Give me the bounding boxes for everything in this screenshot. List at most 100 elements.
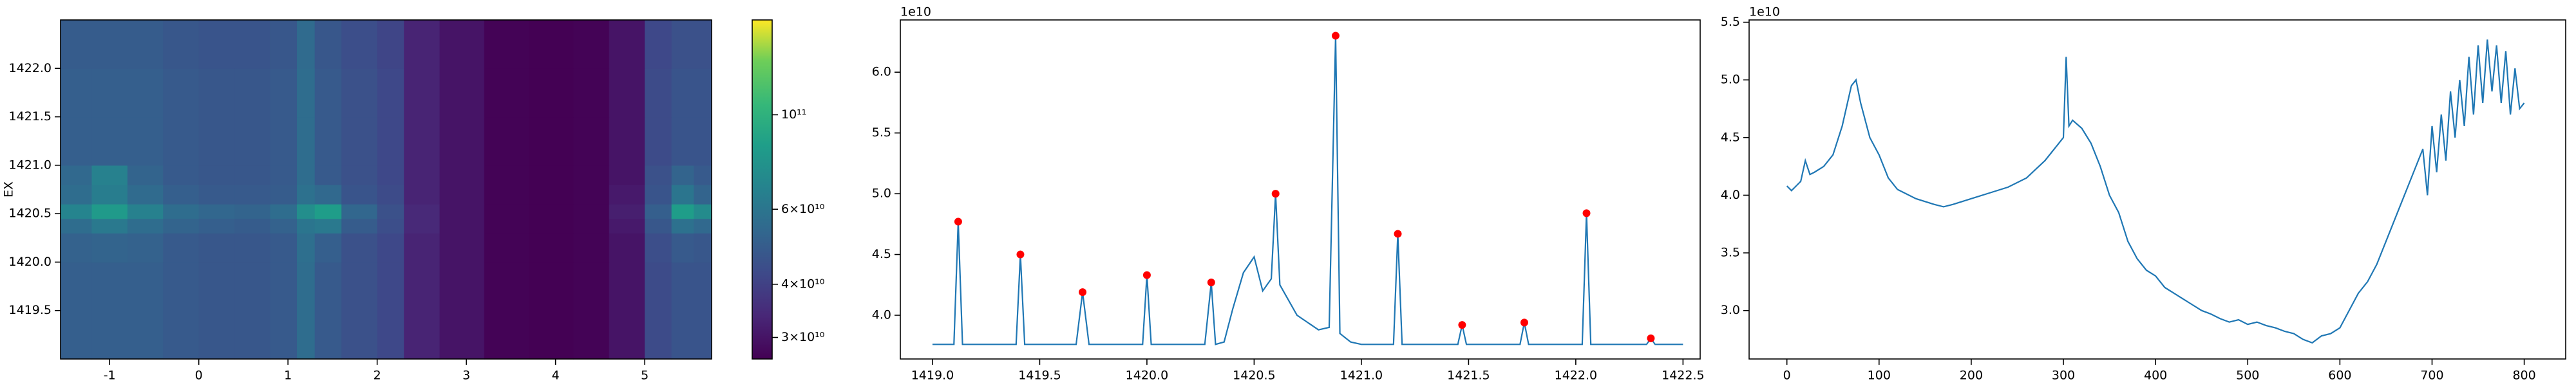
heatmap-cell [314,218,342,234]
heatmap-cell [694,68,712,118]
heatmap-cell [484,233,529,263]
x-tick-label: 0 [1783,369,1791,383]
heatmap-cell [694,262,712,311]
heatmap-cell [573,310,610,360]
heatmap-cell [694,116,712,166]
heatmap-cell [61,184,93,205]
x-tick-label: 1420.5 [1233,369,1275,383]
heatmap-cell [341,218,378,234]
peak-marker [1647,334,1655,342]
heatmap-cell [404,218,440,234]
y-tick-label: 1420.0 [9,255,52,269]
peak-marker [1458,321,1466,329]
heatmap-cell [404,68,440,118]
heatmap-cell [163,116,200,166]
heatmap-cell [439,262,485,311]
heatmap-cell [314,184,342,205]
heatmap-cell [573,165,610,185]
heatmap-cell [645,262,672,311]
heatmap-cell [127,204,164,219]
heatmap-cell [297,218,316,234]
heatmap-cell [270,218,298,234]
heatmap-cell [645,184,672,205]
heatmap-cell [270,20,298,69]
heatmap-cell [484,184,529,205]
colorbar [752,20,772,359]
heatmap-cell [671,20,694,69]
heatmap-cell [484,116,529,166]
heatmap-cell [609,20,645,69]
heatmap-cell [573,116,610,166]
heatmap-cell [439,68,485,118]
heatmap-cell [127,68,164,118]
y-tick-label: 1420.5 [9,207,52,221]
heatmap-cell [404,165,440,185]
heatmap-cell [270,116,298,166]
heatmap-cell [198,68,235,118]
x-tick-label: 200 [1960,369,1983,383]
heatmap-cell [61,68,93,118]
heatmap-cell [609,310,645,360]
heatmap-cell [484,204,529,219]
heatmap-cell [61,310,93,360]
heatmap-cell [127,233,164,263]
heatmap-cell [127,20,164,69]
y-tick-label: 5.5 [1721,15,1740,29]
heatmap-cell [61,20,93,69]
heatmap-cell [377,310,404,360]
peak-marker [1394,230,1402,238]
heatmap-cell [314,116,342,166]
heatmap-cell [529,233,574,263]
heatmap-cell [163,68,200,118]
heatmap-cell [91,68,128,118]
heatmap-cell [297,233,316,263]
colorbar-tick-label: 3×10¹⁰ [781,330,824,344]
heatmap-cell [573,68,610,118]
heatmap-cell [529,262,574,311]
heatmap-cell [314,310,342,360]
heatmap-cell [404,204,440,219]
heatmap-cell [198,184,235,205]
heatmap-cell [377,233,404,263]
heatmap-cell [671,204,694,219]
x-tick-label: 1421.0 [1340,369,1383,383]
heatmap-cell [91,116,128,166]
heatmap-cell [671,218,694,234]
x-tick-label: 1421.5 [1447,369,1490,383]
peak-marker [1142,271,1151,279]
y-tick-label: 4.0 [1721,188,1740,202]
heatmap-cell [404,116,440,166]
heatmap-cell [234,20,271,69]
heatmap-cell [91,233,128,263]
heatmap-cell [573,20,610,69]
heatmap-cell [314,20,342,69]
heatmap-cell [484,218,529,234]
y-tick-label: 1421.5 [9,109,52,124]
heatmap-cell [91,184,128,205]
heatmap-cell [61,116,93,166]
x-tick-label: 300 [2052,369,2075,383]
heatmap-cell [297,165,316,185]
heatmap-cell [163,184,200,205]
heatmap-cell [91,165,128,185]
y-offset-label: 1e10 [900,5,931,19]
x-tick-label: 100 [1868,369,1891,383]
heatmap-cell [127,116,164,166]
heatmap-cell [163,165,200,185]
heatmap-cell [91,262,128,311]
y-tick-label: 3.5 [1721,246,1740,260]
heatmap-cell [439,218,485,234]
heatmap-cell [439,204,485,219]
x-tick-label: 1419.5 [1018,369,1061,383]
heatmap-cell [671,262,694,311]
heatmap-cell [645,204,672,219]
line-series [1786,39,2525,344]
heatmap-cell [439,184,485,205]
heatmap-cell [573,233,610,263]
heatmap-cell [61,218,93,234]
heatmap-cell [609,184,645,205]
heatmap-cell [234,218,271,234]
heatmap-cell [127,310,164,360]
x-tick-label: 1422.5 [1662,369,1704,383]
